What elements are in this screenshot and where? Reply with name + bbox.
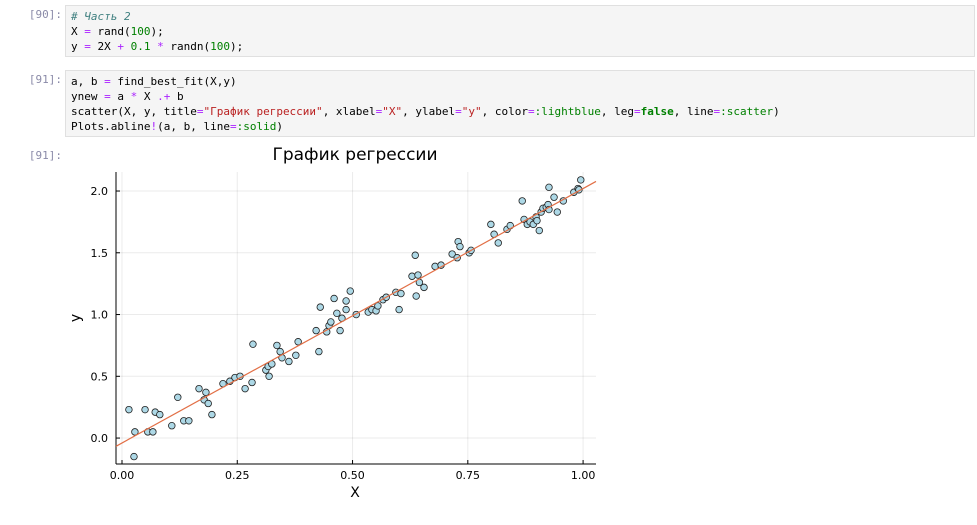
chart-title: График регрессии [272,145,437,165]
scatter-point [168,422,176,430]
y-tick-label: 2.0 [91,185,109,198]
scatter-point [553,208,561,216]
x-axis-label: X [350,485,360,501]
scatter-point [518,197,526,205]
scatter-point [292,351,300,360]
x-tick-label: 1.00 [571,469,596,482]
scatter-point [156,410,164,419]
scatter-point [411,251,419,259]
scatter-point [550,193,558,201]
scatter-point [202,388,210,397]
code-line: scatter(X, y, title="График регрессии", … [71,105,780,118]
scatter-point [241,384,249,393]
chart: График регрессии Xy 0.00 0.25 0.50 0.75 1.00 0.… [68,145,597,501]
code-line: X = rand(100); [71,25,164,38]
y-axis-label: y [68,314,84,322]
scatter-point [545,183,553,192]
scatter-point [149,428,157,436]
scatter-point [333,309,341,318]
scatter-point [448,250,456,258]
scatter-point [336,326,344,335]
scatter-point [397,289,405,298]
code-line: y = 2X + 0.1 * randn(100); [71,40,244,53]
scatter-point [533,216,541,225]
scatter-point [494,239,502,247]
scatter-point [174,393,182,401]
input-prompt: [91]: [28,73,62,86]
code-cell[interactable]: # Часть 2 X = rand(100); y = 2X + 0.1 * ra… [65,5,975,57]
scatter-point [346,287,354,295]
scatter-point [330,294,338,303]
scatter-point [395,305,403,314]
x-tick-label: 0.50 [340,469,365,482]
scatter-point [327,318,335,326]
code-line: Plots.abline!(a, b, line=:solid) [71,120,283,133]
fit-line [115,180,597,447]
scatter-point [408,272,416,280]
scatter-point [249,340,257,348]
scatter-point [412,292,420,300]
y-tick-label: 1.5 [91,247,109,260]
scatter-point [265,372,273,381]
scatter-point [374,302,382,310]
scatter-point [195,384,203,393]
scatter-point [125,405,133,414]
scatter-point [141,405,149,414]
scatter-point [414,271,422,279]
scatter-point [312,326,320,335]
x-tick-label: 0.00 [110,469,135,482]
scatter-point [316,303,324,311]
scatter-point [285,357,293,366]
y-tick-label: 0.0 [91,432,109,445]
scatter-point [420,283,428,292]
y-tick-label: 1.0 [91,309,109,322]
scatter-point [248,378,256,387]
y-tick-label: 0.5 [91,370,109,383]
scatter-point [315,347,323,356]
code-line: a, b = find_best_fit(X,y) [71,75,237,88]
x-tick-label: 0.75 [456,469,481,482]
scatter-point [208,410,216,419]
scatter-point [535,226,543,235]
code-line: # Часть 2 [71,10,131,23]
scatter-point [273,341,281,350]
x-tick-label: 0.25 [225,469,250,482]
scatter-point [294,338,302,346]
code-cell[interactable]: a, b = find_best_fit(X,y)ynew = a * X .+… [65,70,975,137]
scatter-point [185,417,193,425]
scatter-point [342,297,350,305]
scatter-point [204,399,212,408]
scatter-point [130,452,138,461]
code-line: ynew = a * X .+ b [71,90,184,103]
scatter-point [456,242,464,251]
scatter-point [131,428,139,436]
scatter-point [487,220,495,229]
input-prompt: [90]: [28,8,62,21]
scatter-point [577,176,585,184]
scatter-point [342,305,350,314]
output-prompt: [91]: [28,149,62,162]
